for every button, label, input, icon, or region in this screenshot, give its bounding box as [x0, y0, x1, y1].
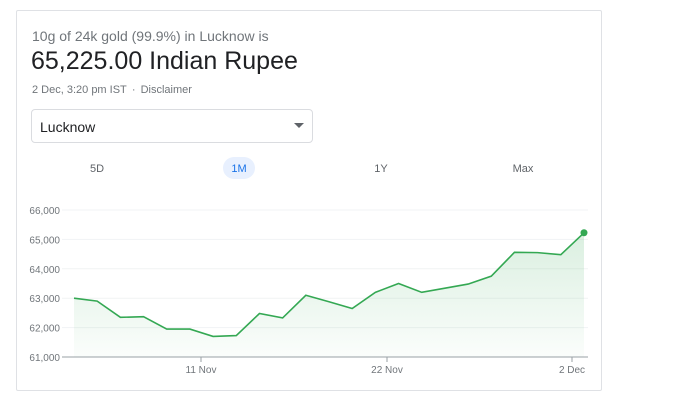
separator: ·	[131, 84, 136, 96]
price: 65,225.00 Indian Rupee	[31, 47, 298, 75]
range-tab[interactable]: Max	[513, 163, 534, 175]
dropdown-value: Lucknow	[40, 119, 96, 135]
disclaimer-link[interactable]: Disclaimer	[140, 84, 192, 96]
y-tick-label: 64,000	[29, 265, 60, 276]
last-point	[580, 229, 588, 237]
y-tick-label: 65,000	[29, 235, 60, 246]
dropdown-arrow	[294, 123, 304, 128]
card: 10g of 24k gold (99.9%) in Lucknow is 65…	[16, 10, 602, 391]
y-tick-label: 63,000	[29, 294, 60, 305]
x-tick-label: 22 Nov	[371, 365, 403, 376]
x-tick-label: 2 Dec	[559, 365, 585, 376]
y-tick-label: 66,000	[29, 206, 60, 217]
y-tick-label: 62,000	[29, 324, 60, 335]
y-tick-label: 61,000	[29, 353, 60, 364]
location-dropdown[interactable]: Lucknow	[31, 109, 313, 143]
range-tab[interactable]: 5D	[90, 163, 104, 175]
timestamp: 2 Dec, 3:20 pm IST	[32, 84, 127, 96]
x-tick-label: 11 Nov	[186, 365, 217, 376]
meta: 2 Dec, 3:20 pm IST · Disclaimer	[32, 84, 194, 96]
range-tab[interactable]: 1M	[231, 163, 246, 175]
area	[74, 232, 584, 357]
range-tab[interactable]: 1Y	[374, 163, 388, 175]
subtitle: 10g of 24k gold (99.9%) in Lucknow is	[32, 28, 269, 44]
price-line	[73, 232, 585, 338]
tab-highlight	[223, 157, 255, 179]
